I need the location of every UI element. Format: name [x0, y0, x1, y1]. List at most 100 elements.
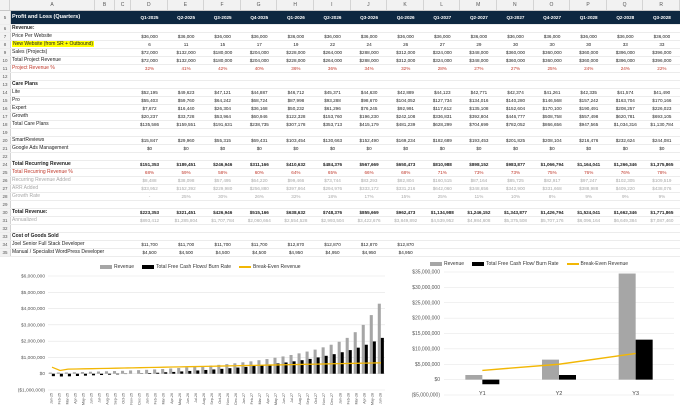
quarter-header[interactable]: Q3-2027	[500, 11, 531, 24]
sheet-cell[interactable]: $4,950	[317, 249, 348, 256]
sheet-cell[interactable]: 66%	[354, 169, 385, 176]
sheet-cell[interactable]: $264,000	[317, 57, 348, 64]
sheet-cell[interactable]: $0	[280, 145, 311, 152]
row-number[interactable]: 9	[0, 49, 11, 56]
row-label[interactable]: Expert	[12, 105, 26, 112]
sheet-cell[interactable]: $29,960	[171, 137, 202, 144]
sheet-cell[interactable]: $333,172	[354, 185, 385, 192]
sheet-cell[interactable]: $748,376	[317, 209, 348, 216]
sheet-cell[interactable]: 32%	[280, 193, 311, 200]
sheet-cell[interactable]: $132,000	[171, 49, 202, 56]
column-header[interactable]: H	[277, 0, 314, 10]
row-label[interactable]: Care Plans	[12, 81, 38, 88]
sheet-cell[interactable]: 28%	[427, 65, 458, 72]
sheet-cell[interactable]: $12,870	[317, 241, 348, 248]
row-label[interactable]: Total Project Revenue	[12, 57, 61, 64]
sheet-cell[interactable]: $294,976	[317, 185, 348, 192]
sheet-cell[interactable]: $180,000	[207, 49, 238, 56]
sheet-row[interactable]: 22	[0, 153, 680, 161]
column-header[interactable]: E	[168, 0, 205, 10]
sheet-cell[interactable]: 73%	[500, 169, 531, 176]
sheet-cell[interactable]: $312,000	[390, 49, 421, 56]
sheet-cell[interactable]: $312,000	[390, 57, 421, 64]
column-header[interactable]: I	[314, 0, 351, 10]
sheet-cell[interactable]: 6	[134, 41, 165, 48]
sheet-cell[interactable]: $61,296	[317, 105, 348, 112]
sheet-cell[interactable]: $169,234	[390, 137, 421, 144]
sheet-cell[interactable]: $36,000	[463, 33, 494, 40]
sheet-cell[interactable]	[500, 241, 531, 248]
row-label[interactable]: Google Ads Management	[12, 145, 68, 152]
sheet-cell[interactable]: $855,669	[354, 209, 385, 216]
sheet-cell[interactable]: $41,490	[646, 89, 677, 96]
column-header[interactable]: A	[10, 0, 95, 10]
sheet-cell[interactable]: $153,760	[317, 113, 348, 120]
sheet-cell[interactable]: 25%	[171, 193, 202, 200]
row-number[interactable]: 7	[0, 33, 11, 40]
sheet-cell[interactable]: $0	[134, 145, 165, 152]
sheet-cell[interactable]: 75%	[537, 169, 568, 176]
sheet-cell[interactable]: $409,220	[610, 185, 641, 192]
sheet-cell[interactable]: $36,000	[537, 33, 568, 40]
sheet-cell[interactable]: $87,164	[463, 177, 494, 184]
sheet-cell[interactable]: $0	[390, 145, 421, 152]
sheet-cell[interactable]: $1,343,877	[500, 209, 531, 216]
sheet-cell[interactable]: $0	[244, 145, 275, 152]
row-label[interactable]: Sales (Projects)	[12, 49, 47, 56]
quarter-header[interactable]: Q4-2025	[244, 11, 275, 24]
sheet-cell[interactable]: $130,663	[317, 137, 348, 144]
sheet-cell[interactable]: 36%	[317, 65, 348, 72]
sheet-cell[interactable]: $1,426,794	[537, 209, 568, 216]
sheet-cell[interactable]: $44,887	[244, 89, 275, 96]
row-number[interactable]: 35	[0, 249, 11, 256]
sheet-cell[interactable]: 24%	[573, 65, 604, 72]
sheet-cell[interactable]: $53,964	[207, 113, 238, 120]
column-header[interactable]: J	[351, 0, 388, 10]
sheet-cell[interactable]: $228,000	[280, 49, 311, 56]
column-header[interactable]: N	[497, 0, 534, 10]
sheet-cell[interactable]	[646, 241, 677, 248]
sheet-cell[interactable]: $0	[573, 145, 604, 152]
row-label[interactable]: Recurring Revenue Added	[12, 177, 71, 184]
sheet-cell[interactable]: $11,700	[171, 241, 202, 248]
sheet-cell[interactable]: $50,232	[280, 105, 311, 112]
sheet-row[interactable]: 32	[0, 225, 680, 233]
sheet-cell[interactable]: $508,758	[537, 113, 568, 120]
sheet-cell[interactable]: $360,000	[573, 57, 604, 64]
sheet-cell[interactable]: $182,689	[427, 137, 458, 144]
row-number[interactable]: 15	[0, 97, 11, 104]
row-number[interactable]: 28	[0, 193, 11, 200]
sheet-cell[interactable]: $59,760	[171, 97, 202, 104]
row-label[interactable]: Joel Senior Full Stack Developer	[12, 241, 85, 248]
sheet-cell[interactable]: $396,000	[610, 49, 641, 56]
sheet-cell[interactable]: $163,704	[610, 97, 641, 104]
sheet-cell[interactable]: 68%	[390, 169, 421, 176]
row-label[interactable]: Lite	[12, 89, 20, 96]
sheet-cell[interactable]: $983,877	[500, 161, 531, 168]
sheet-cell[interactable]	[500, 249, 531, 256]
sheet-cell[interactable]: $170,166	[646, 97, 677, 104]
sheet-cell[interactable]: $4,500	[134, 249, 165, 256]
monthly-chart[interactable]: Revenue Total Free Cash Flows/ Burn Rate…	[0, 262, 390, 409]
sheet-cell[interactable]: $170,100	[537, 105, 568, 112]
sheet-cell[interactable]: $152,490	[354, 137, 385, 144]
quarter-header[interactable]: Q4-2026	[390, 11, 421, 24]
row-number[interactable]: 19	[0, 129, 11, 136]
sheet-cell[interactable]: $36,000	[244, 33, 275, 40]
sheet-cell[interactable]: $87,998	[280, 97, 311, 104]
sheet-cell[interactable]: $36,000	[610, 33, 641, 40]
sheet-cell[interactable]: $348,656	[463, 185, 494, 192]
sheet-cell[interactable]: 17%	[354, 193, 385, 200]
sheet-cell[interactable]: $152,604	[500, 105, 531, 112]
sheet-cell[interactable]: $76,245	[354, 105, 385, 112]
yearly-chart[interactable]: Revenue Total Free Cash Flow/ Burn Rate …	[392, 262, 680, 409]
sheet-cell[interactable]: 15%	[390, 193, 421, 200]
sheet-cell[interactable]: $567,669	[354, 161, 385, 168]
sheet-cell[interactable]: $33,952	[134, 185, 165, 192]
sheet-cell[interactable]: $99,466	[280, 177, 311, 184]
row-label[interactable]: Price Per Website	[12, 33, 52, 40]
